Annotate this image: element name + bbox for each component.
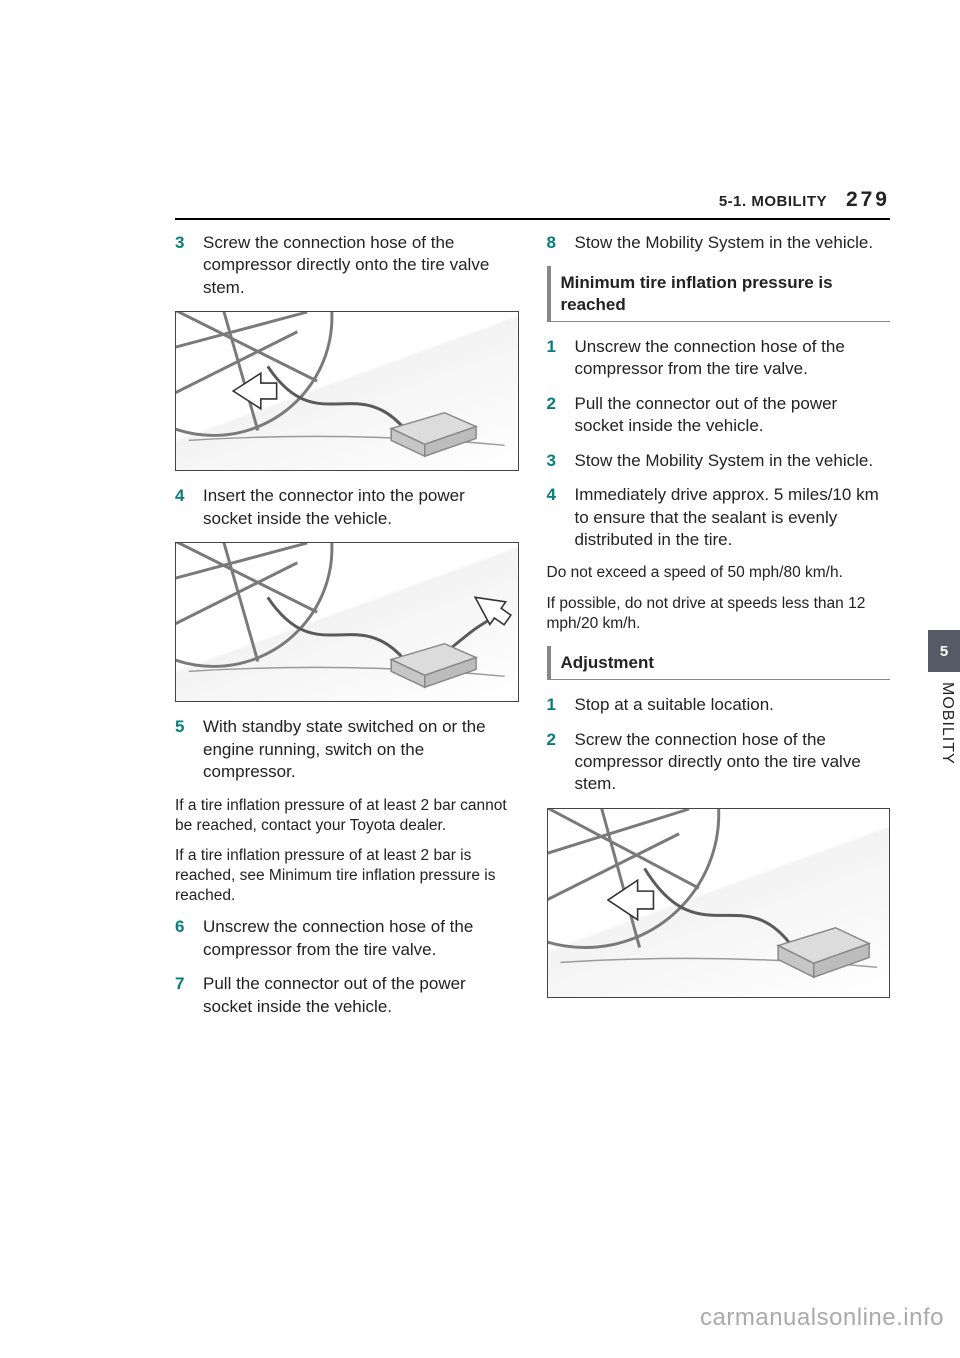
- note-text: If possible, do not drive at speeds less…: [547, 594, 891, 634]
- chapter-number: 5: [940, 643, 948, 660]
- list-item: 4 Immediately drive approx. 5 miles/10 k…: [547, 484, 891, 551]
- step-text: Pull the connector out of the power sock…: [575, 393, 891, 438]
- section-label: 5-1. MOBILITY: [719, 193, 827, 210]
- step-number: 4: [547, 484, 563, 551]
- header-rule: [175, 218, 890, 220]
- list-item: 3 Stow the Mobility System in the vehicl…: [547, 450, 891, 472]
- step-text: Immediately drive approx. 5 miles/10 km …: [575, 484, 891, 551]
- step-number: 7: [175, 973, 191, 1018]
- step-text: Insert the connector into the power sock…: [203, 485, 519, 530]
- step-number: 1: [547, 336, 563, 381]
- step-text: Screw the connection hose of the compres…: [203, 232, 519, 299]
- step-number: 2: [547, 729, 563, 796]
- list-item: 3 Screw the connection hose of the compr…: [175, 232, 519, 299]
- step-text: Unscrew the connection hose of the compr…: [203, 916, 519, 961]
- watermark: carmanualsonline.info: [700, 1304, 944, 1332]
- manual-page: 5-1. MOBILITY 279 5 MOBILITY 3 Screw the…: [0, 0, 960, 1358]
- step-number: 8: [547, 232, 563, 254]
- step-text: With standby state switched on or the en…: [203, 716, 519, 783]
- column-left: 3 Screw the connection hose of the compr…: [175, 232, 519, 1030]
- step-number: 4: [175, 485, 191, 530]
- figure-compressor-hose: [175, 311, 519, 471]
- step-text: Unscrew the connection hose of the compr…: [575, 336, 891, 381]
- list-item: 1 Unscrew the connection hose of the com…: [547, 336, 891, 381]
- step-number: 3: [547, 450, 563, 472]
- list-item: 8 Stow the Mobility System in the vehicl…: [547, 232, 891, 254]
- subheading: Adjustment: [547, 646, 891, 680]
- list-item: 4 Insert the connector into the power so…: [175, 485, 519, 530]
- figure-adjustment: [547, 808, 891, 998]
- page-number: 279: [846, 188, 890, 211]
- running-header: 5-1. MOBILITY 279: [719, 188, 890, 212]
- list-item: 2 Screw the connection hose of the compr…: [547, 729, 891, 796]
- step-text: Stow the Mobility System in the vehicle.: [575, 232, 891, 254]
- chapter-tab: 5: [928, 630, 960, 672]
- list-item: 7 Pull the connector out of the power so…: [175, 973, 519, 1018]
- content-columns: 3 Screw the connection hose of the compr…: [175, 232, 890, 1030]
- note-text: Do not exceed a speed of 50 mph/80 km/h.: [547, 563, 891, 583]
- step-text: Screw the connection hose of the compres…: [575, 729, 891, 796]
- list-item: 5 With standby state switched on or the …: [175, 716, 519, 783]
- step-number: 3: [175, 232, 191, 299]
- step-number: 5: [175, 716, 191, 783]
- step-text: Stow the Mobility System in the vehicle.: [575, 450, 891, 472]
- note-text: If a tire inflation pressure of at least…: [175, 796, 519, 836]
- figure-compressor-power: [175, 542, 519, 702]
- step-text: Stop at a suitable location.: [575, 694, 891, 716]
- step-text: Pull the connector out of the power sock…: [203, 973, 519, 1018]
- step-number: 2: [547, 393, 563, 438]
- step-number: 1: [547, 694, 563, 716]
- list-item: 1 Stop at a suitable location.: [547, 694, 891, 716]
- chapter-side-label: MOBILITY: [938, 682, 956, 765]
- note-text: If a tire inflation pressure of at least…: [175, 846, 519, 906]
- column-right: 8 Stow the Mobility System in the vehicl…: [547, 232, 891, 1030]
- list-item: 2 Pull the connector out of the power so…: [547, 393, 891, 438]
- subheading: Minimum tire inflation pressure is reach…: [547, 266, 891, 322]
- step-number: 6: [175, 916, 191, 961]
- list-item: 6 Unscrew the connection hose of the com…: [175, 916, 519, 961]
